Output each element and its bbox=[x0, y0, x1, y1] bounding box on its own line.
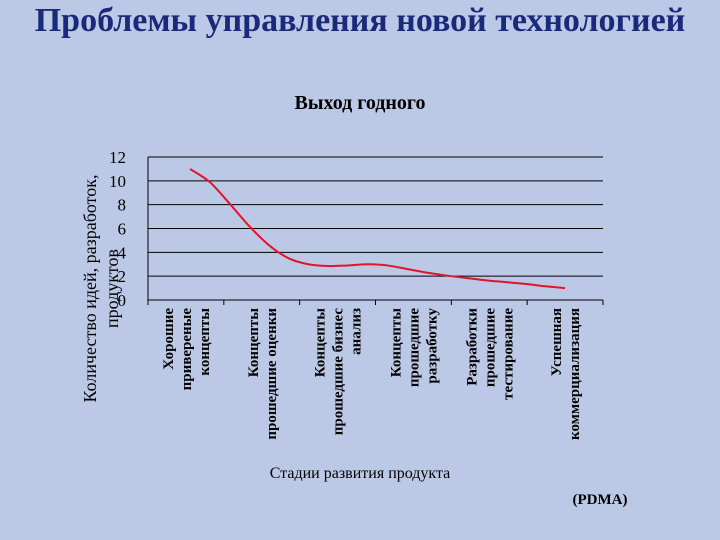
x-category-label-line: анализ bbox=[349, 308, 365, 355]
grid bbox=[148, 156, 603, 277]
x-category-label-line: прошедшие bbox=[482, 308, 498, 388]
y-axis-label: Количество идей, разработок, продуктов bbox=[80, 174, 122, 402]
x-category-label: Разработки прошедшие тестирование bbox=[464, 308, 516, 400]
y-tick-label: 2 bbox=[118, 267, 127, 286]
x-category-label-line: привереные bbox=[179, 308, 195, 391]
x-category-label-line: прошедшие бизнес bbox=[331, 308, 347, 436]
x-category-label-line: Хорошие bbox=[161, 308, 177, 370]
y-tick-labels: 0 2 4 6 8 10 12 bbox=[109, 148, 127, 310]
y-tick-label: 8 bbox=[118, 196, 127, 215]
y-tick-label: 10 bbox=[109, 172, 126, 191]
y-axis-label-line: продуктов bbox=[102, 249, 122, 328]
x-category-label-line: прошедшие bbox=[406, 308, 422, 388]
x-category-label-line: Концепты bbox=[388, 308, 404, 378]
source-note: (PDMA) bbox=[572, 492, 628, 508]
x-category-label-line: разработку bbox=[424, 308, 440, 384]
x-category-label-line: Успешная bbox=[549, 308, 565, 376]
y-tick-label: 12 bbox=[109, 148, 126, 167]
x-category-label: Хорошие привереные концепты bbox=[161, 308, 213, 391]
x-category-label: Успешная коммерциализация bbox=[549, 308, 583, 440]
x-category-label: Концепты прошедшие разработку bbox=[388, 308, 440, 388]
x-category-label-line: концепты bbox=[197, 308, 213, 376]
y-tick-label: 0 bbox=[118, 291, 127, 310]
x-category-label-line: Разработки bbox=[464, 308, 480, 386]
series-line bbox=[189, 168, 566, 290]
chart-title: Выход годного bbox=[295, 92, 426, 114]
y-tick-label: 6 bbox=[118, 220, 127, 239]
axes bbox=[147, 157, 604, 305]
x-category-label-line: коммерциализация bbox=[567, 308, 583, 440]
x-category-label: Концепты прошедшие оценки bbox=[246, 308, 280, 440]
page-title: Проблемы управления новой технологией bbox=[34, 2, 686, 39]
x-category-label: Концепты прошедшие бизнес анализ bbox=[313, 308, 365, 436]
x-category-label-line: тестирование bbox=[500, 308, 516, 400]
y-tick-label: 4 bbox=[118, 243, 127, 262]
y-axis-label-group: Количество идей, разработок, продуктов bbox=[80, 174, 122, 402]
x-category-labels: Хорошие привереные концепты Концепты прошедш… bbox=[161, 308, 583, 440]
x-category-label-line: прошедшие оценки bbox=[264, 308, 280, 440]
x-axis-label: Стадии развития продукта bbox=[270, 465, 451, 482]
x-category-label-line: Концепты bbox=[313, 308, 329, 378]
y-axis-label-line: Количество идей, разработок, bbox=[80, 174, 100, 402]
x-category-label-line: Концепты bbox=[246, 308, 262, 378]
